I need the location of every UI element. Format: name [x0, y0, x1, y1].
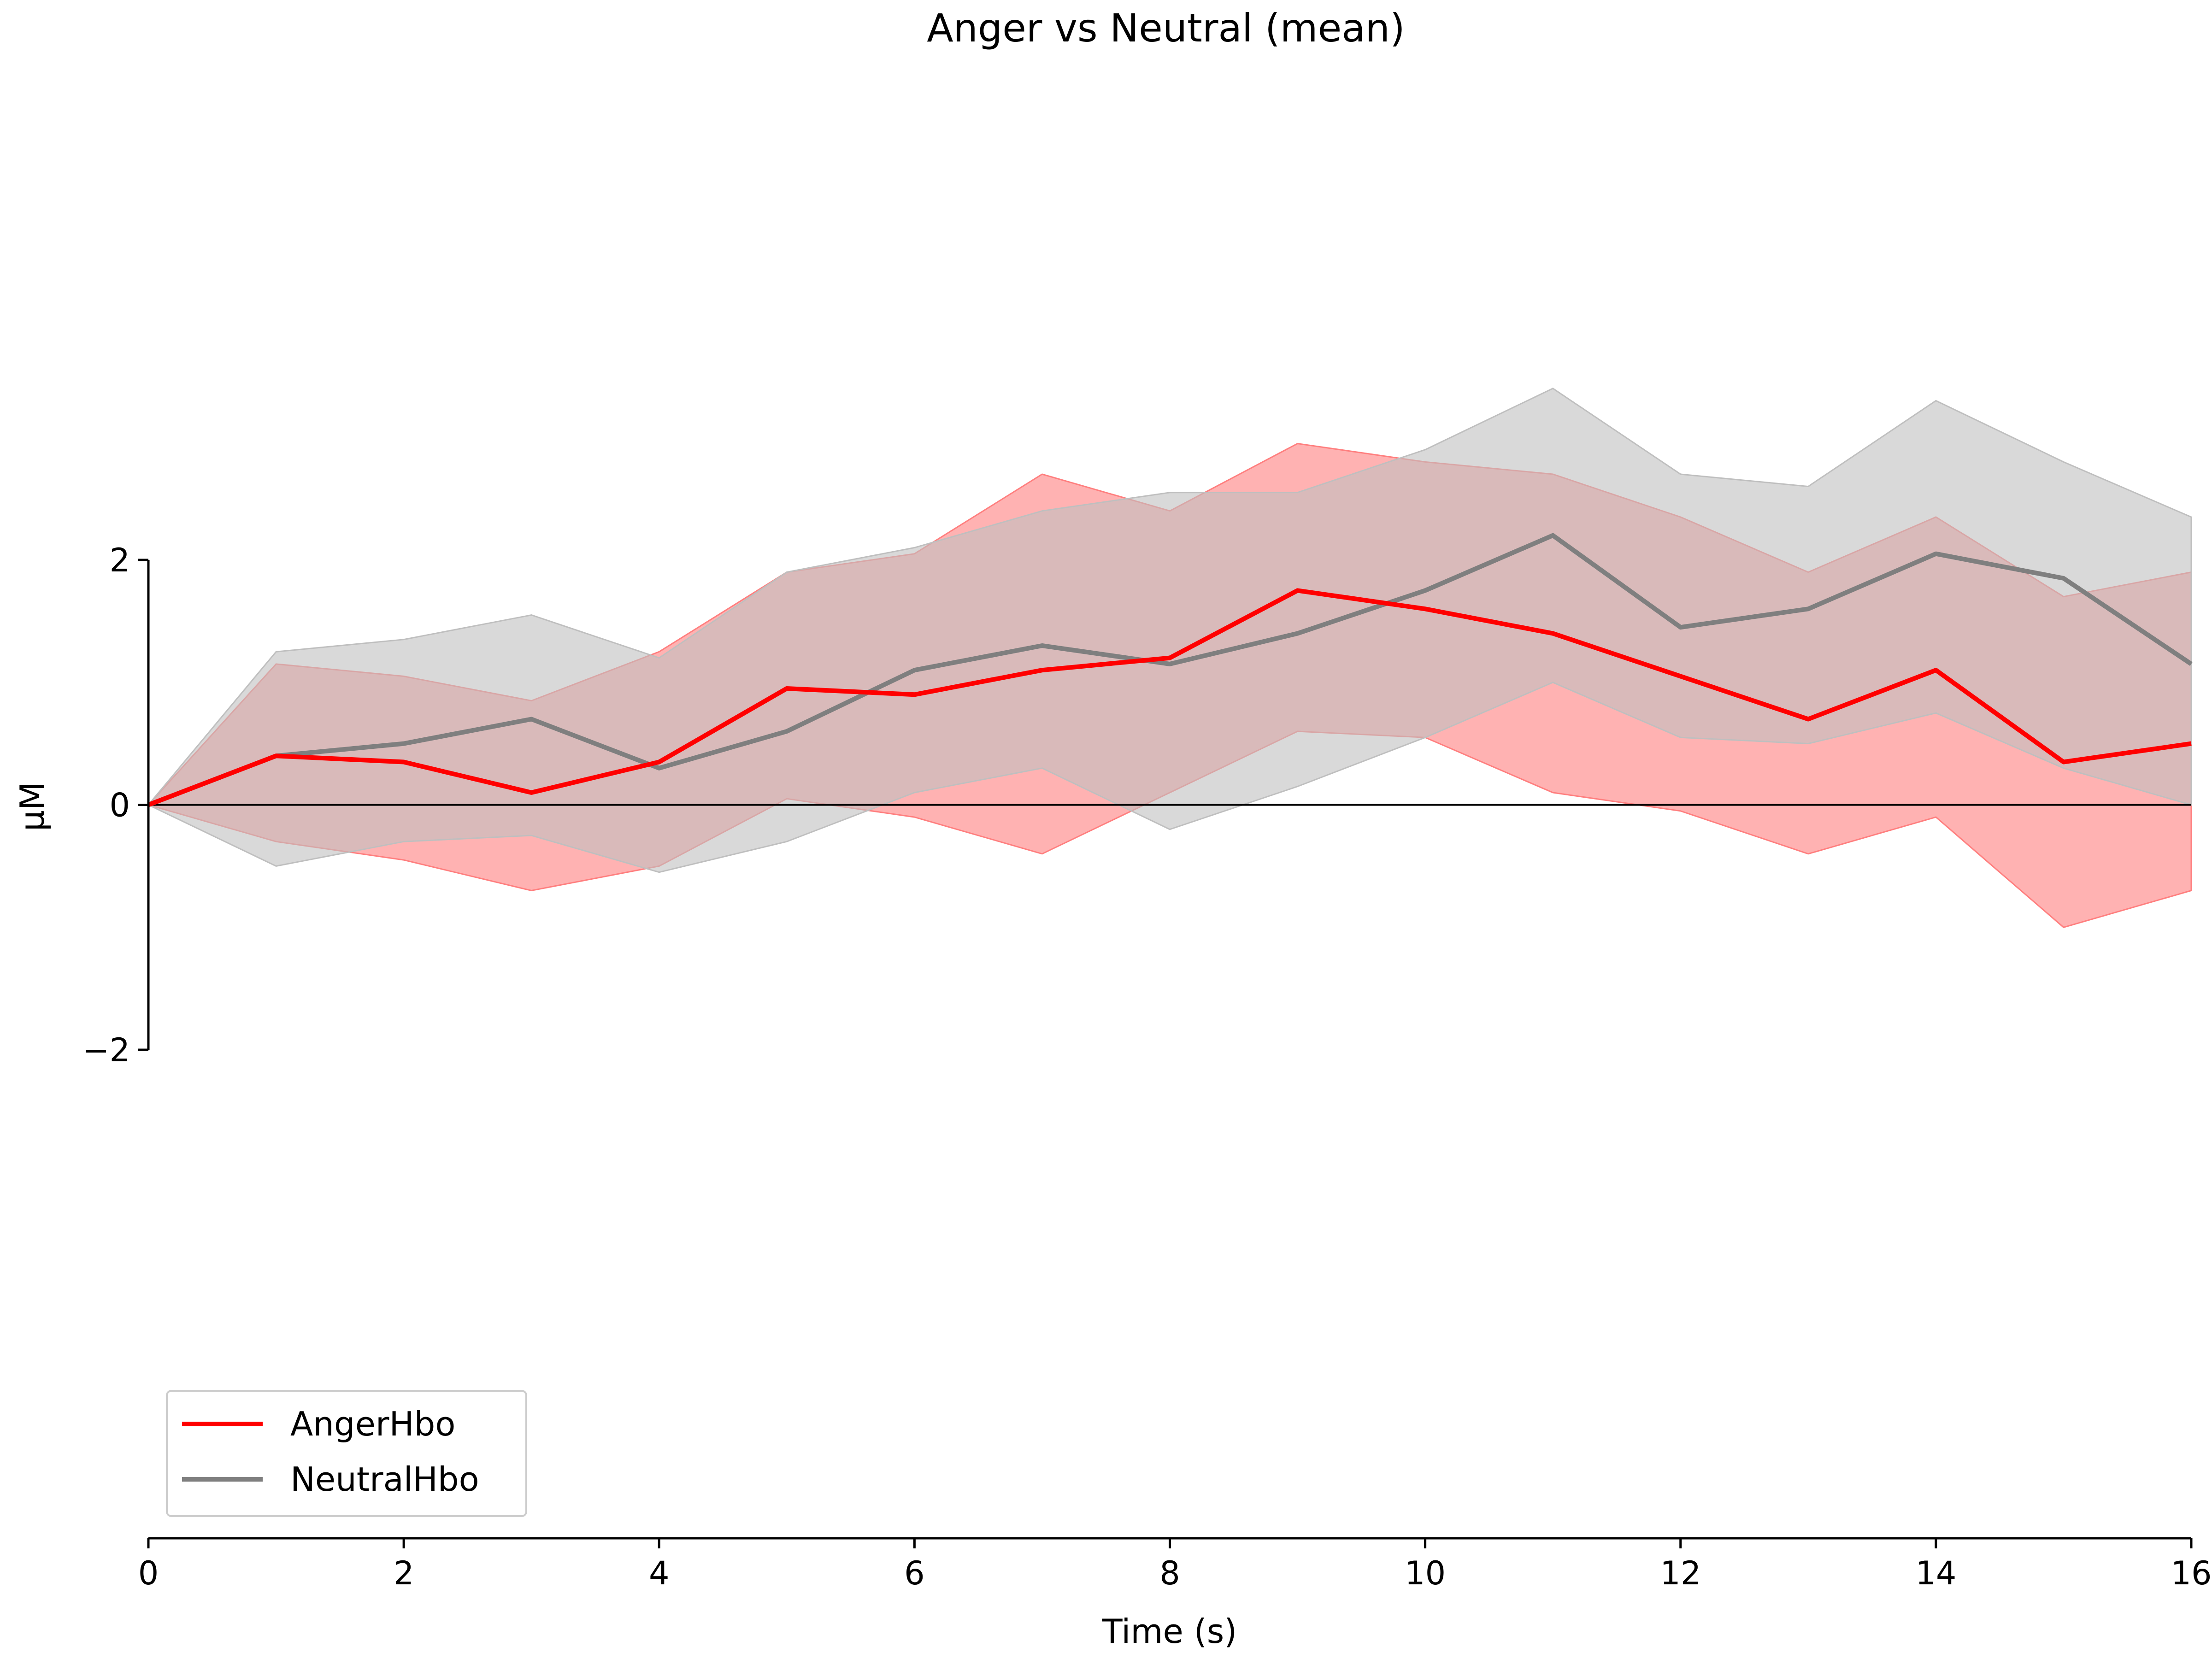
x-tick-label: 14 [1915, 1554, 1956, 1592]
chart-title: Anger vs Neutral (mean) [927, 6, 1405, 51]
line-angerhbo [147, 588, 2192, 807]
x-tick-label: 12 [1660, 1554, 1701, 1592]
x-tick-label: 4 [649, 1554, 670, 1592]
x-axis-label: Time (s) [1102, 1612, 1237, 1651]
x-tick-label: 8 [1159, 1554, 1180, 1592]
y-tick-label: 0 [109, 787, 130, 824]
line-neutralhbo [147, 533, 2193, 807]
x-tick-label: 0 [138, 1554, 159, 1592]
legend-label-anger: AngerHbo [290, 1405, 455, 1443]
legend-label-neutral: NeutralHbo [290, 1460, 479, 1499]
x-tick-label: 10 [1405, 1554, 1446, 1592]
series-lines [147, 533, 2193, 807]
y-axis-label: µM [13, 782, 52, 831]
band-neutralhbo [147, 388, 2192, 873]
x-tick-label: 2 [394, 1554, 414, 1592]
y-tick-label: 2 [109, 541, 130, 579]
x-axis: 0 2 4 6 8 10 12 14 16 [138, 1537, 2212, 1592]
legend: AngerHbo NeutralHbo [166, 1390, 527, 1517]
y-axis: −2 0 2 [82, 541, 150, 1069]
x-tick-label: 16 [2171, 1554, 2212, 1592]
y-tick-label: −2 [82, 1031, 130, 1069]
x-tick-label: 6 [904, 1554, 925, 1592]
confidence-bands [147, 388, 2192, 928]
